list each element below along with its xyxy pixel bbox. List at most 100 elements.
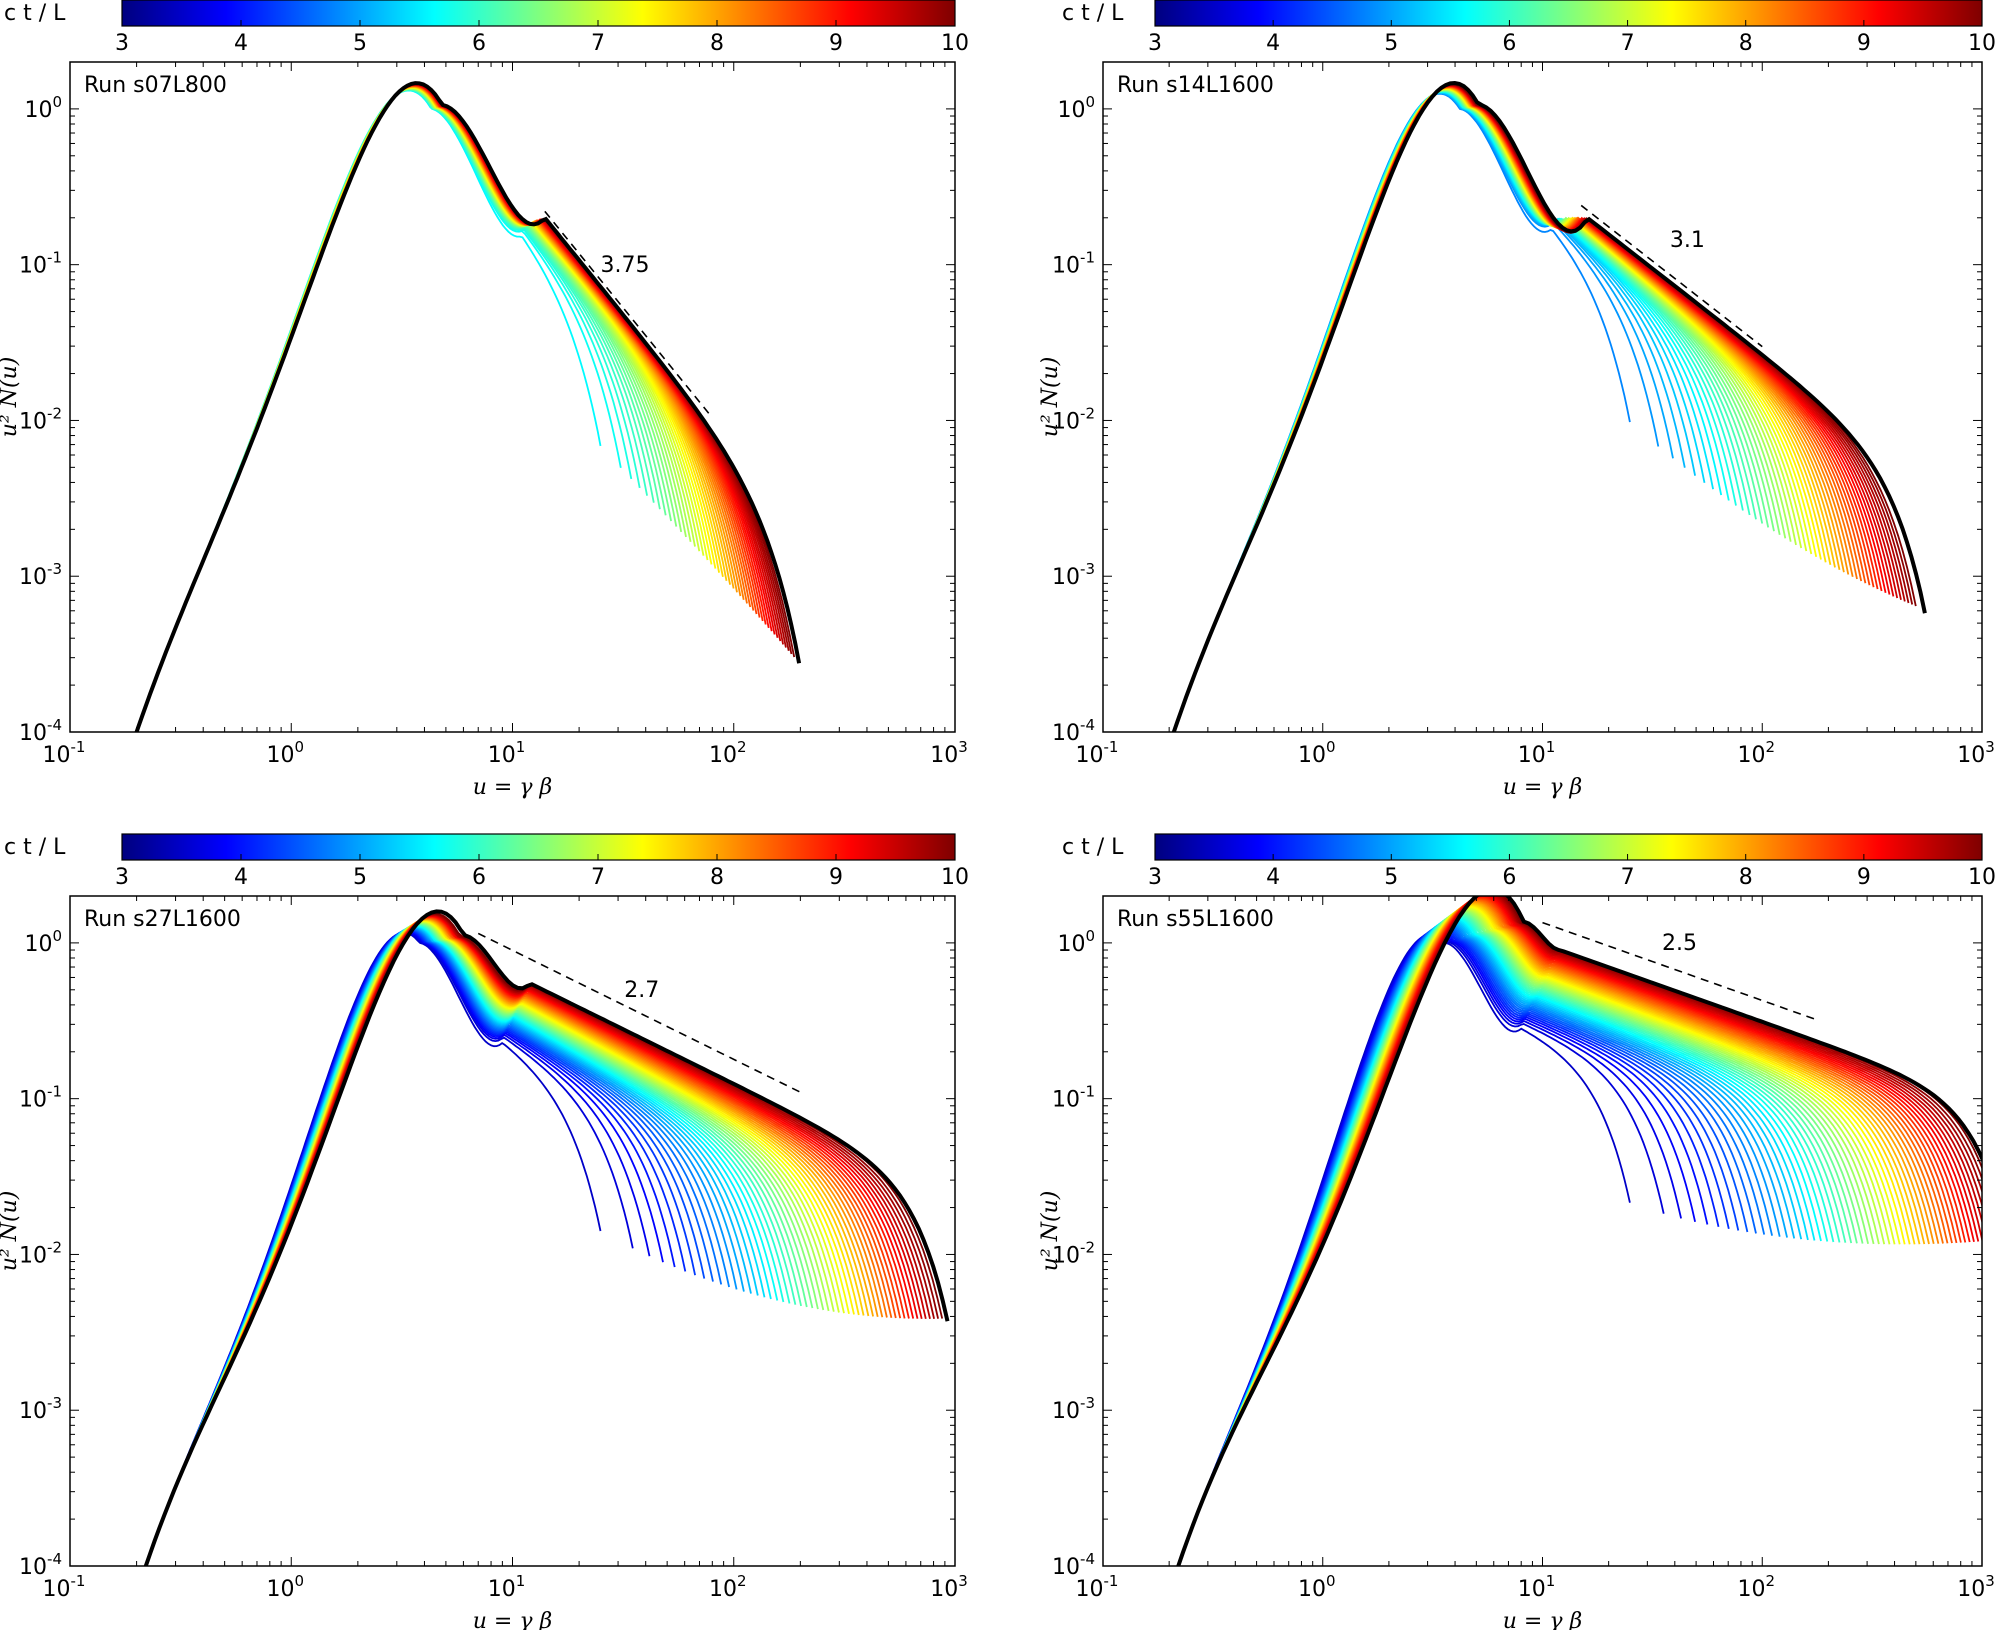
x-tick-label: 101 — [488, 738, 526, 768]
run-label: Run s27L1600 — [84, 907, 241, 932]
colorbar-tick-label: 4 — [1266, 31, 1280, 56]
colorbar-tick-label: 7 — [1621, 31, 1635, 56]
colorbar-tick-label: 10 — [1968, 865, 1996, 890]
y-tick-label: 10-3 — [1052, 1394, 1095, 1424]
x-tick-label: 102 — [1737, 1572, 1775, 1602]
y-tick-label: 100 — [24, 927, 62, 957]
x-tick-label: 100 — [1298, 738, 1336, 768]
colorbar-tick-label: 6 — [1502, 865, 1516, 890]
y-tick-label: 10-4 — [1052, 1550, 1095, 1580]
colorbar-tick-label: 4 — [234, 31, 248, 56]
x-tick-label: 10-1 — [1076, 738, 1119, 768]
colorbar-tick-label: 7 — [591, 865, 605, 890]
plot-area — [1103, 62, 1982, 732]
y-tick-label: 100 — [1057, 927, 1095, 957]
colorbar-tick-label: 9 — [829, 31, 843, 56]
y-tick-label: 10-4 — [19, 716, 62, 746]
x-axis-label: u = γ β — [1503, 775, 1582, 800]
x-tick-label: 102 — [709, 1572, 747, 1602]
chart-panel-1: c t / L 3 4 5 6 7 8 9 10 3.75 Run s07L800 10-1 100 10… — [0, 0, 969, 800]
colorbar-tick-label: 4 — [234, 865, 248, 890]
colorbar-tick-label: 9 — [1857, 31, 1871, 56]
y-axis-label: u² N(u) — [1038, 1191, 1063, 1272]
x-tick-label: 103 — [930, 1572, 968, 1602]
chart-panel-2: c t / L 3 4 5 6 7 8 9 10 3.1 Run s14L1600 10-1 100 10… — [1038, 0, 1996, 800]
series-group — [1176, 896, 1982, 1566]
colorbar-tick-label: 10 — [941, 31, 969, 56]
x-tick-label: 103 — [1957, 738, 1995, 768]
powerlaw-label: 3.1 — [1670, 228, 1705, 253]
spectrum-line-final — [143, 909, 950, 1566]
colorbar-tick-label: 3 — [115, 865, 129, 890]
powerlaw-guide — [1542, 921, 1819, 1022]
y-tick-label: 10-4 — [1052, 716, 1095, 746]
y-tick-label: 10-1 — [19, 1083, 62, 1113]
colorbar-tick-label: 7 — [591, 31, 605, 56]
colorbar — [1154, 833, 1983, 861]
x-tick-label: 101 — [488, 1572, 526, 1602]
colorbar — [121, 833, 956, 861]
powerlaw-guide — [477, 932, 801, 1093]
spectrum-line-final — [134, 81, 802, 732]
series-group — [1171, 80, 1927, 732]
colorbar-tick-label: 5 — [353, 865, 367, 890]
y-tick-label: 10-2 — [1052, 1238, 1095, 1268]
y-axis-label: u² N(u) — [1038, 357, 1063, 438]
x-tick-label: 101 — [1518, 738, 1556, 768]
colorbar — [121, 0, 956, 27]
colorbar-tick-label: 3 — [1148, 865, 1162, 890]
x-axis-label: u = γ β — [473, 775, 552, 800]
colorbar-tick-label: 8 — [710, 865, 724, 890]
colorbar-label: c t / L — [1062, 1, 1124, 26]
colorbar-tick-label: 6 — [1502, 31, 1516, 56]
spectrum-line-final — [1176, 896, 1982, 1566]
x-tick-label: 10-1 — [43, 738, 86, 768]
y-tick-label: 10-3 — [19, 560, 62, 590]
colorbar-tick-label: 6 — [472, 865, 486, 890]
x-tick-label: 10-1 — [1076, 1572, 1119, 1602]
x-tick-label: 103 — [930, 738, 968, 768]
colorbar-tick-label: 9 — [1857, 865, 1871, 890]
colorbar-tick-label: 8 — [1739, 865, 1753, 890]
colorbar-tick-label: 6 — [472, 31, 486, 56]
y-tick-label: 10-2 — [19, 404, 62, 434]
powerlaw-label: 3.75 — [601, 253, 650, 278]
spectrum-line-final — [1171, 80, 1927, 732]
series-group — [134, 81, 802, 732]
x-tick-label: 100 — [266, 1572, 304, 1602]
run-label: Run s55L1600 — [1117, 907, 1274, 932]
x-tick-label: 100 — [1298, 1572, 1336, 1602]
plot-area — [70, 62, 955, 732]
powerlaw-label: 2.7 — [624, 978, 659, 1003]
colorbar-label: c t / L — [1062, 835, 1124, 860]
powerlaw-guide — [1580, 204, 1763, 348]
chart-panel-3: c t / L 3 4 5 6 7 8 9 10 2.7 Run s27L1600 10-1 100 10… — [0, 833, 969, 1630]
x-tick-label: 102 — [1737, 738, 1775, 768]
run-label: Run s07L800 — [84, 73, 227, 98]
series-group — [143, 909, 950, 1566]
colorbar — [1154, 0, 1983, 27]
powerlaw-label: 2.5 — [1662, 931, 1697, 956]
y-tick-label: 10-3 — [1052, 560, 1095, 590]
colorbar-tick-label: 3 — [115, 31, 129, 56]
x-tick-label: 102 — [709, 738, 747, 768]
y-tick-label: 10-1 — [1052, 249, 1095, 279]
y-tick-label: 10-2 — [1052, 404, 1095, 434]
x-tick-label: 103 — [1957, 1572, 1995, 1602]
chart-panel-4: c t / L 3 4 5 6 7 8 9 10 2.5 Run s55L1600 10-1 100 10… — [1038, 833, 1996, 1630]
y-axis-label: u² N(u) — [0, 1191, 22, 1272]
colorbar-tick-label: 3 — [1148, 31, 1162, 56]
y-tick-label: 10-3 — [19, 1394, 62, 1424]
colorbar-tick-label: 8 — [1739, 31, 1753, 56]
x-tick-label: 10-1 — [43, 1572, 86, 1602]
powerlaw-guide — [544, 210, 713, 419]
colorbar-tick-label: 10 — [941, 865, 969, 890]
y-tick-label: 10-4 — [19, 1550, 62, 1580]
y-tick-label: 10-1 — [19, 249, 62, 279]
colorbar-tick-label: 5 — [353, 31, 367, 56]
colorbar-tick-label: 8 — [710, 31, 724, 56]
colorbar-label: c t / L — [4, 1, 66, 26]
x-tick-label: 101 — [1518, 1572, 1556, 1602]
colorbar-label: c t / L — [4, 835, 66, 860]
